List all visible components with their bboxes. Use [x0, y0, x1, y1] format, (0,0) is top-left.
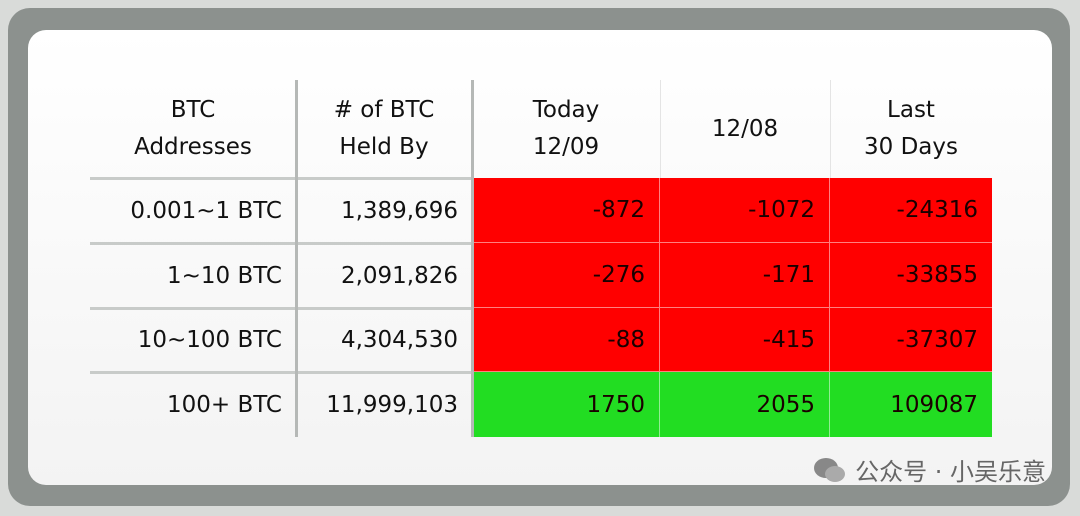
table-cell: 11,999,103	[326, 391, 458, 418]
header-cell: BTC Addresses	[90, 80, 296, 178]
table-cell: 2055	[660, 372, 830, 437]
header-cell: # of BTC Held By	[296, 80, 472, 178]
header-cell: Last 30 Days	[830, 80, 992, 178]
table-cell: -24316	[830, 178, 992, 243]
header-text: 30 Days	[864, 134, 958, 160]
table-cell: 10~100 BTC	[137, 327, 282, 353]
table-cell: 1~10 BTC	[166, 262, 282, 289]
table-cell: 0.001~1 BTC	[130, 197, 282, 224]
column-line	[830, 80, 831, 178]
table-cell: -171	[660, 243, 830, 308]
column-line	[660, 80, 661, 178]
header-text: Held By	[339, 134, 429, 160]
header-cell: Today 12/09	[472, 80, 660, 178]
row-line	[90, 177, 472, 180]
watermark: 公众号 · 小吴乐意	[813, 452, 1046, 487]
header-text: Last	[887, 97, 935, 123]
row-line	[90, 307, 472, 310]
table-cell: -1072	[660, 178, 830, 243]
table-cell: -88	[472, 308, 660, 372]
header-text: 12/08	[711, 115, 779, 142]
column-line	[471, 80, 474, 437]
header-text: Addresses	[134, 134, 252, 160]
watermark-text: 公众号 · 小吴乐意	[855, 458, 1046, 486]
row-line	[90, 242, 472, 245]
header-text: 12/09	[532, 134, 600, 160]
table-cell: 109087	[830, 372, 992, 437]
table-cell: -872	[472, 178, 660, 243]
header-text: # of BTC	[333, 97, 435, 123]
wechat-icon	[814, 457, 846, 482]
header-text: Today	[532, 97, 600, 123]
table-cell: -415	[660, 308, 830, 372]
table-cell: -37307	[830, 308, 992, 372]
table-cell: 4,304,530	[340, 327, 458, 353]
header-text: BTC	[170, 97, 216, 123]
header-cell: 12/08	[660, 80, 830, 178]
column-line	[295, 80, 298, 437]
table-cell: -276	[472, 243, 660, 308]
table-cell: 100+ BTC	[166, 391, 282, 418]
row-line	[90, 371, 472, 374]
table-cell: 2,091,826	[340, 262, 458, 289]
table-cell: 1,389,696	[340, 197, 458, 224]
table-cell: -33855	[830, 243, 992, 308]
table-cell: 1750	[472, 372, 660, 437]
